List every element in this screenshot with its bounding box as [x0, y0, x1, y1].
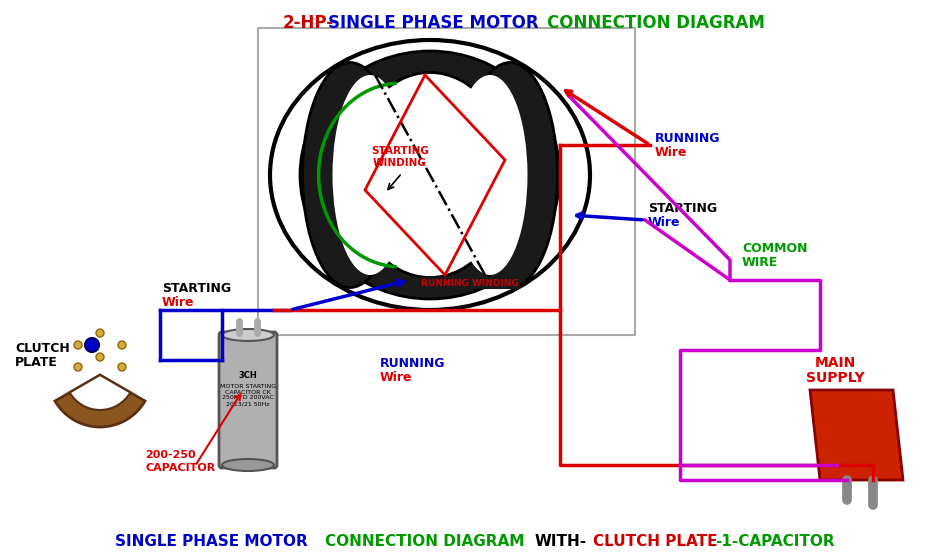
Text: 2-HP-: 2-HP-: [283, 14, 334, 32]
Text: Wire: Wire: [648, 216, 681, 229]
Text: Wire: Wire: [655, 146, 687, 159]
Ellipse shape: [462, 63, 557, 287]
Text: CLUTCH PLATE: CLUTCH PLATE: [593, 534, 718, 549]
Wedge shape: [55, 375, 145, 427]
Ellipse shape: [270, 40, 590, 310]
Ellipse shape: [302, 63, 397, 287]
Text: SINGLE PHASE MOTOR: SINGLE PHASE MOTOR: [328, 14, 544, 32]
Text: Wire: Wire: [380, 371, 413, 384]
Text: -1-CAPACITOR: -1-CAPACITOR: [715, 534, 834, 549]
Text: MAIN: MAIN: [815, 356, 856, 370]
Circle shape: [118, 363, 126, 371]
Text: SUPPLY: SUPPLY: [805, 371, 864, 385]
Polygon shape: [810, 390, 903, 480]
Ellipse shape: [350, 73, 510, 278]
Text: PLATE: PLATE: [15, 356, 58, 369]
Text: CLUTCH: CLUTCH: [15, 342, 70, 355]
Text: CAPACITOR: CAPACITOR: [145, 463, 215, 473]
Text: RUNNING: RUNNING: [380, 357, 445, 370]
Ellipse shape: [453, 75, 527, 275]
Wedge shape: [70, 375, 130, 410]
Text: WIRE: WIRE: [742, 256, 778, 269]
Text: 3CH: 3CH: [239, 371, 258, 380]
Text: Wire: Wire: [162, 296, 194, 309]
Circle shape: [96, 329, 104, 337]
Text: MOTOR STARTING
CAPACITOR CK
250MFD 200VAC
2013/21 50Hz: MOTOR STARTING CAPACITOR CK 250MFD 200VA…: [219, 384, 276, 406]
Text: COMMON: COMMON: [742, 242, 807, 255]
Text: CONNECTION DIAGRAM: CONNECTION DIAGRAM: [547, 14, 764, 32]
Circle shape: [74, 341, 82, 349]
Text: 200-250: 200-250: [145, 450, 195, 460]
Text: RUNNING: RUNNING: [655, 132, 721, 145]
Text: CONNECTION DIAGRAM: CONNECTION DIAGRAM: [325, 534, 529, 549]
Bar: [258, 28, 635, 335]
Text: STARTING: STARTING: [648, 202, 717, 215]
Circle shape: [96, 353, 104, 361]
Ellipse shape: [222, 329, 274, 341]
Text: STARTING
WINDING: STARTING WINDING: [371, 146, 429, 168]
Circle shape: [85, 338, 99, 352]
Ellipse shape: [222, 459, 274, 471]
FancyBboxPatch shape: [219, 332, 277, 468]
Text: RUNNING WINDING: RUNNING WINDING: [421, 279, 519, 287]
Ellipse shape: [300, 51, 560, 299]
Text: WITH-: WITH-: [535, 534, 587, 549]
Ellipse shape: [333, 75, 407, 275]
Circle shape: [74, 363, 82, 371]
Text: SINGLE PHASE MOTOR: SINGLE PHASE MOTOR: [115, 534, 313, 549]
Text: STARTING: STARTING: [162, 282, 232, 295]
Circle shape: [118, 341, 126, 349]
